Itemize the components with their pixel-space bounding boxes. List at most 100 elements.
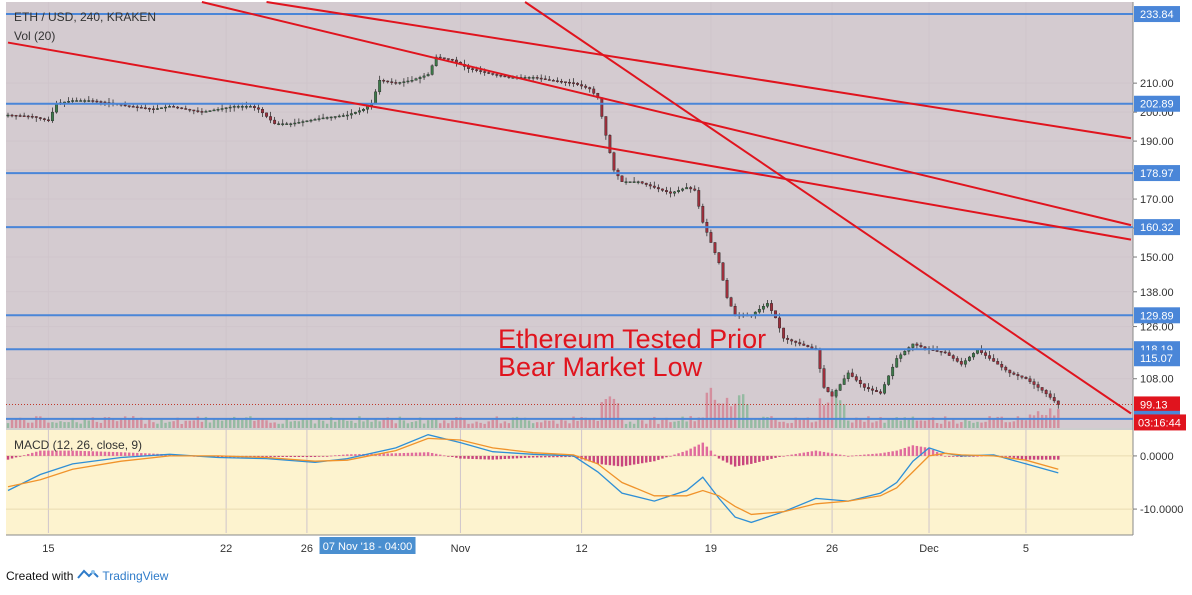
- volume-bar: [632, 423, 636, 428]
- price-tag-label: 99.13: [1140, 399, 1168, 411]
- candle-body: [652, 185, 656, 188]
- candle-body: [547, 79, 551, 81]
- volume-bar: [608, 396, 612, 428]
- macd-histogram-bar: [616, 455, 620, 467]
- volume-bar: [358, 416, 361, 428]
- macd-histogram-bar: [976, 455, 979, 457]
- macd-histogram-bar: [673, 454, 676, 456]
- macd-histogram-bar: [410, 452, 414, 456]
- volume-bar: [814, 421, 818, 428]
- macd-histogram-bar: [261, 455, 264, 458]
- volume-bar: [572, 416, 575, 428]
- macd-histogram-bar: [47, 450, 50, 456]
- volume-bar: [1044, 415, 1048, 428]
- macd-histogram-bar: [63, 450, 66, 456]
- macd-histogram-bar: [119, 452, 123, 456]
- candle-body: [414, 78, 418, 81]
- price-tag-label: 160.32: [1140, 222, 1174, 234]
- volume-bar: [83, 418, 86, 428]
- volume-bar: [51, 422, 54, 428]
- candle-body: [790, 339, 794, 342]
- candle-body: [660, 188, 664, 191]
- candle-body: [1048, 393, 1052, 398]
- macd-histogram-bar: [346, 454, 349, 456]
- candle-body: [471, 68, 474, 70]
- macd-histogram-bar: [568, 455, 571, 458]
- footer-brand-link[interactable]: TradingView: [102, 568, 169, 583]
- macd-histogram-bar: [527, 455, 531, 458]
- macd-histogram-bar: [762, 455, 765, 461]
- volume-bar: [362, 421, 365, 428]
- macd-histogram-bar: [754, 455, 757, 463]
- volume-bar: [721, 403, 725, 428]
- candle-body: [487, 72, 491, 74]
- candle-body: [42, 118, 46, 120]
- volume-bar: [483, 423, 486, 428]
- volume-bar: [988, 416, 991, 428]
- volume-bar: [818, 398, 822, 428]
- volume-bar: [665, 417, 668, 428]
- candle-body: [26, 115, 30, 118]
- candle-body: [418, 77, 422, 79]
- price-tag-label: 233.84: [1140, 9, 1174, 21]
- volume-bar: [1032, 415, 1036, 428]
- macd-histogram-bar: [87, 451, 91, 456]
- candle-body: [353, 111, 357, 114]
- candle-body: [681, 188, 685, 191]
- macd-histogram-bar: [386, 453, 389, 456]
- volume-bar: [26, 422, 30, 428]
- candle-body: [1036, 384, 1040, 388]
- candle-body: [374, 91, 378, 104]
- volume-bar: [887, 418, 890, 428]
- macd-histogram-bar: [354, 454, 357, 456]
- volume-bar: [152, 422, 155, 428]
- volume-bar: [14, 419, 18, 428]
- macd-histogram-bar: [939, 453, 943, 456]
- candle-body: [689, 187, 693, 190]
- macd-histogram-bar: [1036, 455, 1040, 460]
- price-tag-label: 202.89: [1140, 99, 1174, 111]
- macd-label: MACD (12, 26, close, 9): [14, 438, 142, 452]
- candle-body: [152, 108, 155, 110]
- macd-histogram-bar: [952, 455, 955, 457]
- macd-histogram-bar: [899, 449, 902, 456]
- macd-histogram-bar: [483, 455, 486, 460]
- candle-body: [244, 106, 248, 108]
- macd-histogram-bar: [309, 455, 313, 457]
- candle-body: [212, 109, 216, 112]
- macd-histogram-bar: [475, 455, 478, 460]
- candle-body: [297, 122, 301, 124]
- macd-histogram-bar: [548, 455, 551, 458]
- volume-bar: [410, 422, 414, 428]
- volume-bar: [576, 420, 579, 428]
- volume-bar: [661, 419, 664, 428]
- candle-body: [963, 360, 967, 365]
- macd-histogram-bar: [366, 453, 369, 456]
- candle-body: [325, 117, 329, 119]
- macd-histogram-bar: [426, 452, 430, 456]
- candle-body: [204, 111, 208, 113]
- macd-histogram-bar: [317, 455, 321, 457]
- macd-histogram-bar: [414, 452, 418, 456]
- macd-histogram-bar: [1004, 455, 1007, 457]
- macd-signal-line: [7, 437, 1059, 516]
- volume-bar: [87, 420, 91, 428]
- volume-bar: [927, 418, 931, 428]
- macd-histogram-bar: [479, 455, 482, 460]
- volume-bar: [838, 400, 842, 428]
- macd-histogram-bar: [455, 455, 458, 458]
- macd-histogram-bar: [6, 455, 10, 460]
- macd-histogram-bar: [814, 450, 818, 456]
- macd-histogram-bar: [774, 455, 777, 458]
- candle-body: [216, 109, 220, 111]
- volume-bar: [677, 420, 680, 428]
- volume-bar: [822, 405, 826, 428]
- macd-histogram-bar: [511, 455, 515, 459]
- candle-body: [891, 366, 895, 377]
- candle-body: [628, 181, 632, 183]
- volume-bar: [891, 418, 894, 428]
- volume-bar: [249, 416, 252, 428]
- candle-body: [665, 190, 668, 193]
- volume-bar: [754, 418, 757, 428]
